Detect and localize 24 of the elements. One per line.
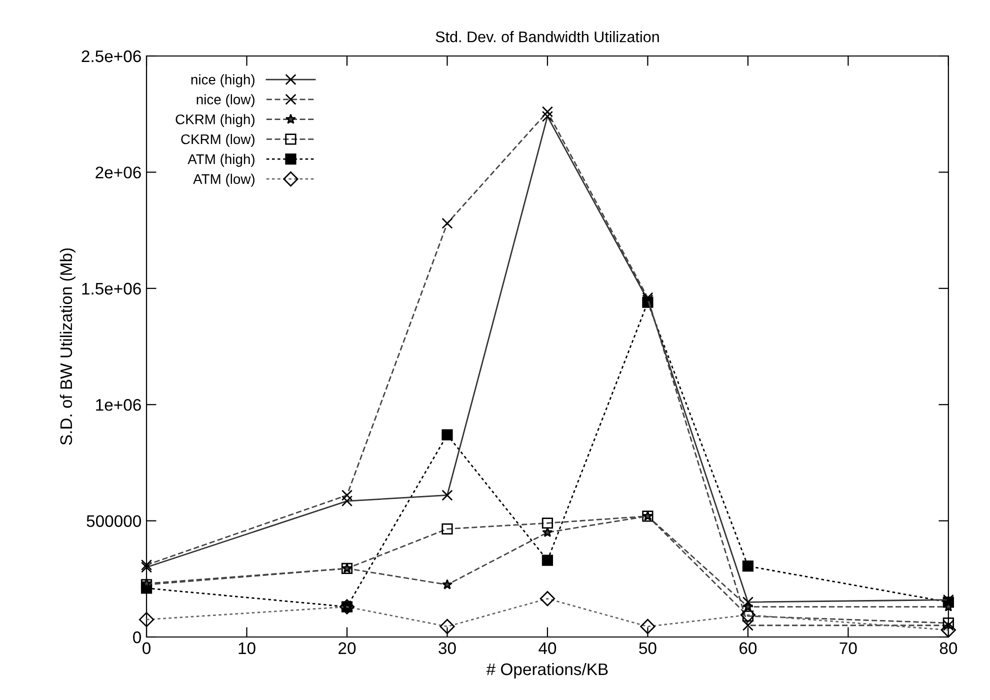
y-tick-label: 0 xyxy=(133,631,142,644)
legend-label: ATM (high) xyxy=(188,154,254,167)
chart-title: Std. Dev. of Bandwidth Utilization xyxy=(436,31,659,42)
y-tick-label: 2.5e+06 xyxy=(82,50,141,62)
x-tick-label: 50 xyxy=(639,642,656,654)
x-tick-label: 40 xyxy=(538,642,556,654)
x-tick-label: 60 xyxy=(740,642,757,654)
y-tick-label: 500000 xyxy=(86,515,142,528)
legend-label: nice (high) xyxy=(191,74,254,88)
x-axis-title: # Operations/KB xyxy=(486,662,608,678)
legend-label: ATM (low) xyxy=(193,174,254,187)
x-tick-label: 70 xyxy=(840,642,857,654)
y-tick-label: 1.5e+06 xyxy=(82,282,141,295)
legend-label: CKRM (high) xyxy=(176,114,254,128)
x-tick-label: 80 xyxy=(940,642,958,654)
x-tick-label: 0 xyxy=(142,642,151,654)
y-tick-label: 1e+06 xyxy=(96,399,141,411)
y-axis-title: S.D. of BW Utilization (Mb) xyxy=(60,248,76,445)
y-tick-label: 2e+06 xyxy=(96,166,141,178)
x-tick-label: 20 xyxy=(338,642,356,654)
legend-label: nice (low) xyxy=(196,94,254,108)
x-tick-label: 30 xyxy=(438,642,456,654)
legend-label: CKRM (low) xyxy=(181,134,254,147)
x-tick-label: 10 xyxy=(238,642,256,654)
